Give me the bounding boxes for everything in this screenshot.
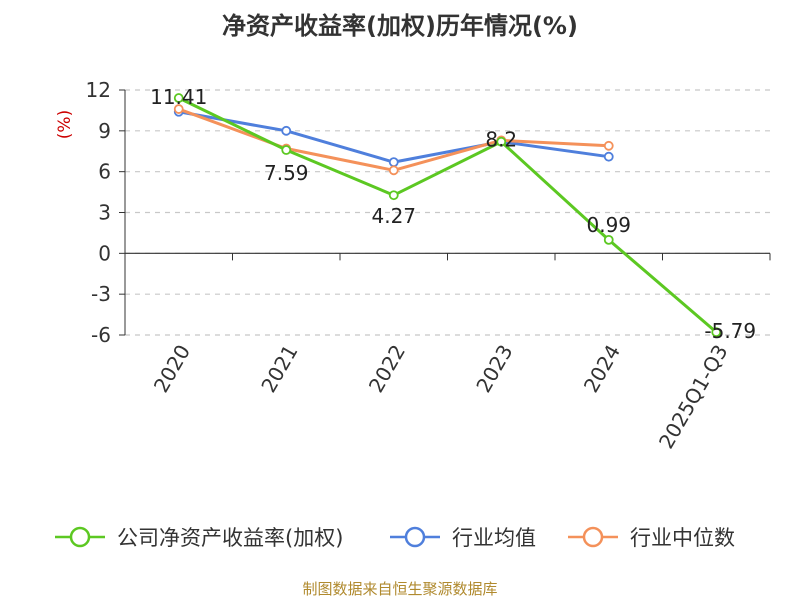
y-tick-label: -3 — [91, 282, 111, 306]
y-tick-label: 6 — [98, 160, 111, 184]
source-note: 制图数据来自恒生聚源数据库 — [302, 580, 497, 598]
data-label: 11.41 — [150, 85, 207, 109]
data-point — [281, 125, 292, 136]
data-point — [711, 327, 722, 338]
x-tick-label: 2020 — [149, 341, 195, 397]
series-line — [178, 110, 609, 164]
legend-label: 行业中位数 — [630, 526, 735, 550]
y-tick-label: 3 — [98, 201, 111, 225]
data-label: 7.59 — [264, 161, 309, 185]
legend-label: 公司净资产收益率(加权) — [117, 526, 343, 550]
x-tick-label: 2022 — [364, 341, 410, 397]
data-point — [603, 234, 614, 245]
y-tick-label: -6 — [91, 323, 111, 347]
plot-area: 12 9 6 3 0 -3 -6 (%) 2020 2021 2022 2023 2024 2025Q1-… — [55, 78, 771, 453]
data-point — [603, 151, 614, 162]
data-point — [173, 104, 184, 114]
series-line — [178, 96, 718, 334]
data-point — [388, 190, 399, 201]
data-point — [281, 145, 292, 155]
y-tick-label: 9 — [98, 119, 111, 143]
data-point — [496, 136, 507, 147]
data-point — [388, 157, 399, 168]
chart-title: 净资产收益率(加权)历年情况(%) — [222, 12, 578, 40]
data-label: 4.27 — [371, 204, 416, 228]
data-label: 8.2 — [485, 128, 517, 152]
y-tick-label: 0 — [98, 241, 111, 265]
data-label: 0.99 — [586, 213, 631, 237]
legend-label: 行业均值 — [452, 526, 536, 550]
data-point — [173, 93, 184, 103]
y-tick-label: 12 — [86, 78, 111, 102]
data-point — [603, 140, 614, 151]
x-tick-label: 2023 — [471, 341, 517, 397]
data-point — [388, 165, 399, 176]
x-tick-label: 2024 — [579, 341, 625, 397]
legend: 公司净资产收益率(加权) 行业均值 行业中位数 — [55, 526, 735, 550]
x-tick-label: 2021 — [256, 341, 302, 397]
data-label: -5.79 — [704, 319, 756, 343]
legend-swatch-marker — [69, 526, 91, 548]
y-axis-label: (%) — [55, 110, 75, 139]
x-tick-label: 2025Q1-Q3 — [654, 341, 733, 453]
legend-swatch-marker — [404, 526, 426, 548]
legend-swatch-marker — [582, 526, 604, 548]
